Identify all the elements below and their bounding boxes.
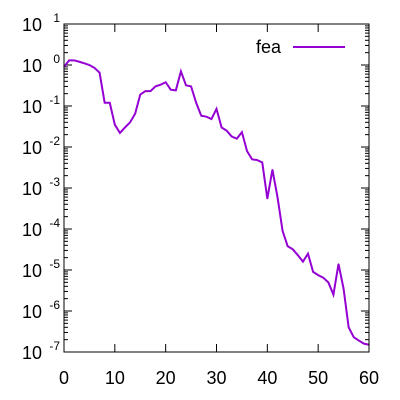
data-point	[226, 130, 228, 132]
data-point	[139, 93, 141, 96]
data-point	[266, 198, 268, 200]
data-point	[109, 102, 111, 104]
x-tick-label: 20	[156, 368, 176, 388]
data-point	[88, 64, 91, 66]
data-point	[302, 261, 304, 263]
y-tick-label: 10	[22, 97, 42, 117]
data-point	[200, 115, 202, 117]
data-point	[98, 72, 101, 74]
data-point	[236, 138, 238, 140]
legend-label-fea: fea	[256, 37, 282, 57]
data-point	[312, 271, 314, 273]
data-point	[119, 132, 121, 134]
x-tick-label: 40	[257, 368, 277, 388]
y-tick-label: 10	[22, 179, 42, 199]
data-point	[73, 59, 75, 61]
y-tick-label: 10	[22, 56, 42, 76]
data-point	[175, 89, 177, 92]
legend: fea	[256, 37, 345, 57]
data-point	[78, 61, 80, 63]
y-tick-exponent: -4	[49, 216, 60, 230]
data-point	[342, 288, 345, 290]
y-tick-label: 10	[22, 138, 42, 158]
data-point	[114, 124, 116, 126]
y-tick-exponent: -1	[49, 93, 60, 107]
data-point	[190, 85, 192, 88]
data-point	[348, 326, 350, 328]
data-point	[104, 102, 106, 104]
y-tick-exponent: 1	[53, 11, 60, 25]
data-point	[170, 89, 172, 91]
y-tick-exponent: -7	[49, 339, 60, 353]
data-point	[246, 150, 248, 152]
data-point	[353, 336, 355, 338]
data-point	[271, 169, 274, 171]
data-point	[287, 245, 289, 247]
y-axis-ticks: 10 1 10 0 10 -1 10 -2 10 -3 10 -4 10 -5 10 -6 10 -7	[22, 11, 369, 363]
y-tick-exponent: -5	[49, 257, 60, 271]
data-point	[215, 108, 218, 110]
data-point	[307, 253, 309, 255]
data-point	[159, 84, 162, 86]
x-tick-label: 50	[308, 368, 328, 388]
y-tick-exponent: -3	[49, 175, 60, 189]
x-tick-label: 10	[105, 368, 125, 388]
data-point	[256, 159, 258, 161]
x-tick-label: 60	[359, 368, 379, 388]
data-point	[205, 116, 207, 118]
x-tick-label: 30	[206, 368, 226, 388]
data-point	[124, 126, 126, 129]
data-point	[220, 126, 223, 129]
data-point	[231, 135, 233, 138]
data-point	[83, 62, 85, 64]
data-point	[241, 131, 243, 133]
data-point	[363, 343, 365, 345]
plot-area	[63, 59, 370, 346]
data-point	[180, 70, 182, 72]
plot-frame	[63, 23, 370, 353]
data-point	[251, 158, 253, 160]
y-tick-exponent: -2	[49, 134, 60, 148]
data-point	[165, 81, 167, 83]
y-tick-label: 10	[22, 261, 42, 281]
y-tick-label: 10	[22, 220, 42, 240]
data-point	[276, 196, 279, 198]
data-point	[185, 84, 187, 86]
y-tick-exponent: 0	[53, 52, 60, 66]
data-point	[195, 102, 197, 104]
y-tick-label: 10	[22, 302, 42, 322]
data-point	[292, 248, 294, 250]
x-tick-label: 0	[59, 368, 69, 388]
data-point	[297, 254, 299, 256]
data-point	[134, 113, 136, 115]
y-tick-label: 10	[22, 15, 42, 35]
data-point	[332, 294, 335, 296]
data-point	[281, 230, 284, 232]
data-point	[210, 118, 213, 120]
data-point	[358, 339, 360, 342]
data-point	[93, 67, 96, 69]
data-point	[327, 281, 329, 283]
data-point	[337, 263, 340, 265]
x-axis-ticks: 0 10 20 30 40 50 60	[59, 24, 379, 388]
y-tick-exponent: -6	[49, 298, 60, 312]
data-point	[322, 277, 324, 279]
y-tick-label: 10	[22, 343, 42, 363]
data-point	[149, 90, 152, 92]
data-point	[154, 85, 157, 88]
data-point	[68, 59, 70, 61]
data-point	[317, 274, 319, 276]
data-point	[129, 121, 131, 123]
data-point	[261, 161, 263, 164]
data-point	[144, 90, 146, 92]
